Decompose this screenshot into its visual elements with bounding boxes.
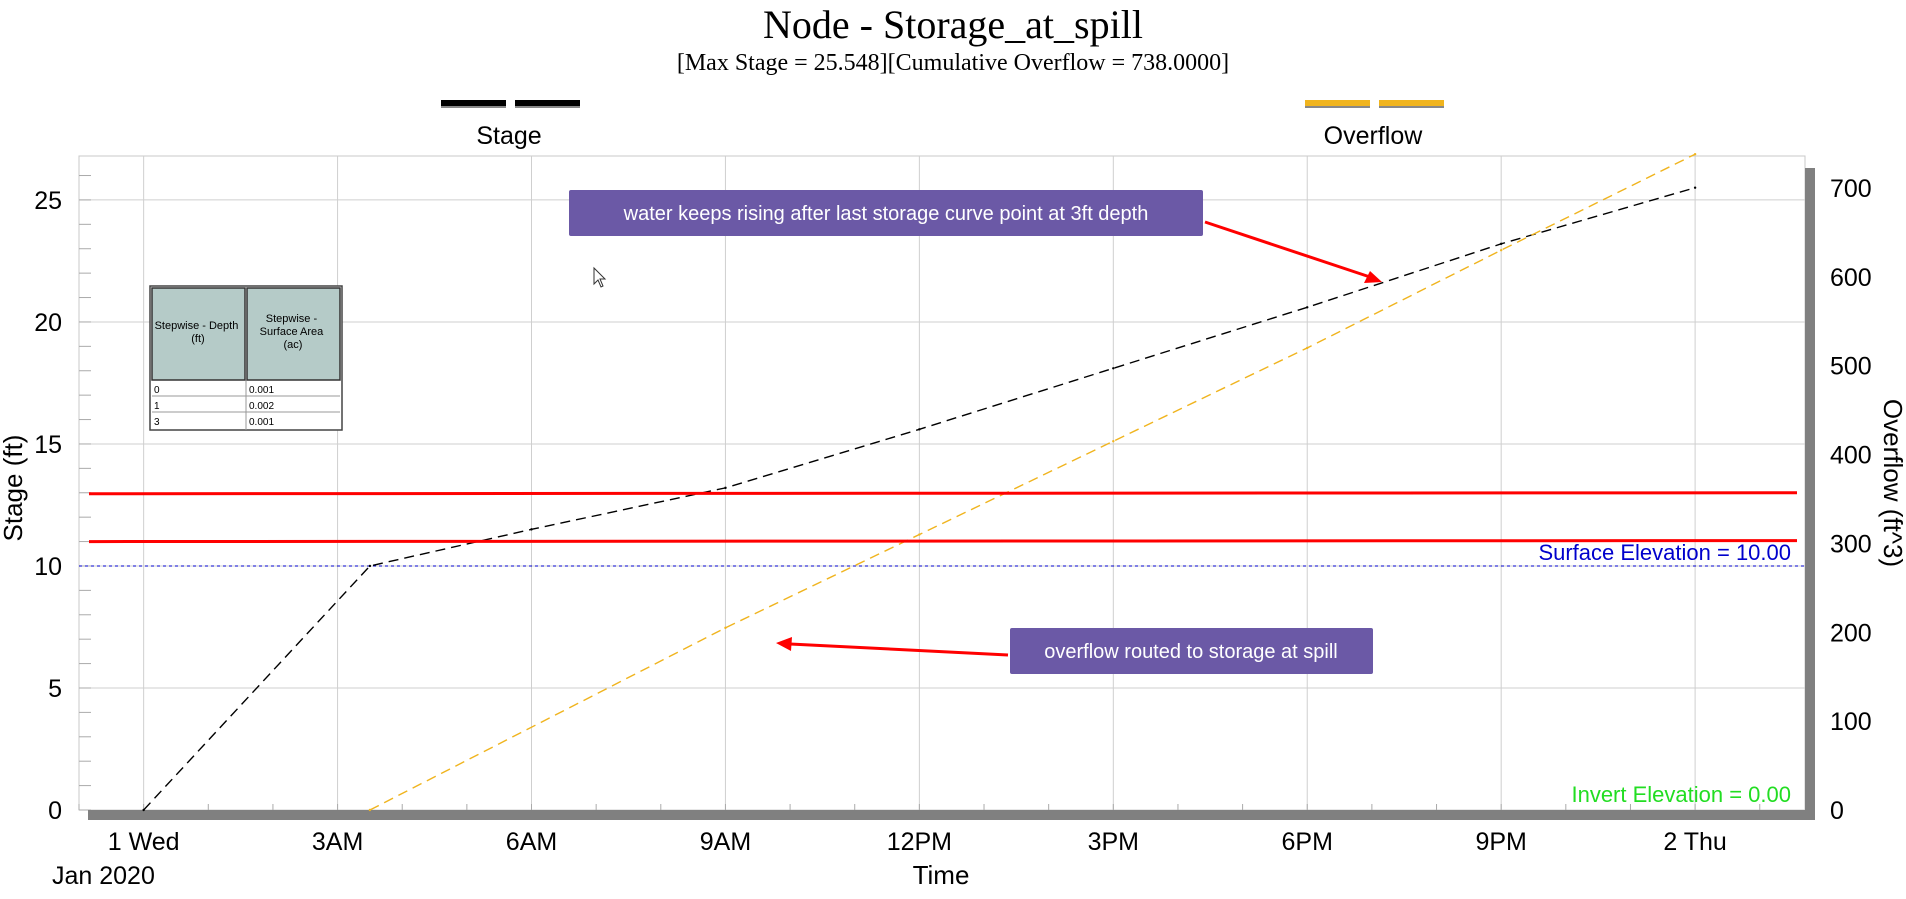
x-tick-label: 12PM: [887, 828, 952, 856]
y-tick-label: 0: [48, 797, 62, 825]
annotation-arrow-overflow: [776, 637, 1009, 657]
y2-tick-label: 400: [1830, 442, 1872, 470]
table-header-depth-line2: (ft): [191, 333, 204, 345]
plot-area: [78, 155, 1806, 811]
y2-axis-ticks: 0 100 200 300 400 500 600 700: [1830, 175, 1872, 825]
table-header-area-line3: (ac): [284, 339, 303, 351]
y-tick-label: 10: [34, 553, 62, 581]
chart-title: Node - Storage_at_spill: [763, 2, 1143, 47]
y-tick-label: 25: [34, 187, 62, 215]
table-header-area-line2: Surface Area: [260, 326, 324, 338]
invert-elevation-label: Invert Elevation = 0.00: [1571, 782, 1791, 807]
x-tick-label: 6AM: [506, 828, 557, 856]
table-header-depth: [151, 287, 246, 381]
svg-text:Stepwise - Depth (ft): Stepwise - Depth (ft): [155, 320, 242, 345]
stage-point: [1112, 367, 1115, 370]
stage-point: [1693, 186, 1697, 189]
annotation-rising: water keeps rising after last storage cu…: [569, 190, 1203, 236]
y2-axis-bar: [1805, 168, 1815, 820]
y2-tick-label: 600: [1830, 264, 1872, 292]
y-axis-ticks: 0 5 10 15 20 25: [34, 187, 62, 825]
x-tick-label: 2 Thu: [1663, 828, 1726, 856]
storage-curve-table: Stepwise - Depth (ft) Stepwise - Surface…: [149, 285, 343, 431]
annotation-overflow-box: [1010, 628, 1373, 674]
stage-point: [368, 564, 372, 568]
x-tick-label: 6PM: [1282, 828, 1333, 856]
table-row-0-area: 0.001: [249, 385, 274, 396]
stage-point: [1306, 306, 1309, 309]
svg-text:Stepwise - Surface Area: Stepwise - Surface Area (ac): [260, 313, 327, 351]
x-tick-label: 9AM: [700, 828, 751, 856]
legend-stage-label: Stage: [476, 122, 541, 150]
x-tick-label: 3AM: [312, 828, 363, 856]
legend-overflow: Overflow: [1305, 100, 1444, 150]
red-annotation-line-lower: [88, 539, 1798, 544]
table-row-1-area: 0.002: [249, 401, 274, 412]
overflow-point: [368, 808, 372, 812]
legend-overflow-swatch-1: [1305, 100, 1370, 107]
y2-tick-label: 0: [1830, 797, 1844, 825]
table-row-1-depth: 1: [154, 401, 160, 412]
x-tick-label: 3PM: [1088, 828, 1139, 856]
x-axis-title: Time: [913, 860, 970, 890]
stage-points: [142, 186, 1697, 812]
table-header-area-line1: Stepwise -: [266, 313, 318, 325]
y2-axis-title: Overflow (ft^3): [1878, 399, 1906, 567]
y-axis-title: Stage (ft): [0, 435, 28, 542]
x-tick-label: 9PM: [1475, 828, 1526, 856]
chart-subtitle: [Max Stage = 25.548][Cumulative Overflow…: [677, 50, 1229, 76]
stage-point: [142, 808, 145, 812]
overflow-point: [1693, 153, 1697, 156]
legend-stage: Stage: [441, 100, 580, 150]
y-tick-label: 20: [34, 309, 62, 337]
legend-stage-swatch-2: [515, 100, 580, 107]
y2-tick-label: 100: [1830, 708, 1872, 736]
legend-overflow-swatch-2: [1379, 100, 1444, 107]
mouse-pointer-icon: [593, 266, 607, 288]
stage-point: [918, 428, 921, 431]
table-row-0-depth: 0: [154, 385, 160, 396]
annotation-overflow: overflow routed to storage at spill: [1010, 628, 1373, 674]
stage-point: [1499, 242, 1503, 246]
y2-tick-label: 700: [1830, 175, 1872, 203]
overflow-point: [1499, 248, 1503, 252]
y2-tick-label: 300: [1830, 530, 1872, 558]
annotation-overflow-text: overflow routed to storage at spill: [1044, 641, 1338, 663]
annotation-arrow-rising: [1204, 220, 1382, 283]
legend-overflow-label: Overflow: [1324, 122, 1424, 150]
x-axis-sublabel: Jan 2020: [52, 862, 155, 890]
table-row-2-depth: 3: [154, 417, 160, 428]
overflow-point: [1112, 440, 1115, 443]
legend-stage-swatch-1: [441, 100, 506, 107]
overflow-points: [368, 153, 1697, 812]
stage-point: [724, 486, 727, 490]
table-header-area: [246, 287, 341, 381]
annotation-rising-box: [569, 190, 1203, 236]
overflow-point: [724, 626, 727, 630]
overflow-point: [1306, 346, 1309, 350]
y2-tick-label: 500: [1830, 353, 1872, 381]
x-tick-label: 1 Wed: [108, 828, 180, 856]
x-axis-bar: [88, 810, 1814, 820]
y-tick-label: 15: [34, 431, 62, 459]
y2-tick-label: 200: [1830, 619, 1872, 647]
table-row-2-area: 0.001: [249, 417, 274, 428]
table-header-depth-line1: Stepwise - Depth: [155, 320, 239, 332]
x-axis-ticks: 1 Wed 3AM 6AM 9AM 12PM 3PM 6PM 9PM 2 Thu: [108, 828, 1727, 856]
red-annotation-line-upper: [88, 491, 1798, 496]
stage-point: [530, 528, 533, 531]
overflow-point: [918, 533, 921, 536]
y-tick-label: 5: [48, 675, 62, 703]
annotation-rising-text: water keeps rising after last storage cu…: [623, 203, 1149, 225]
surface-elevation-label: Surface Elevation = 10.00: [1538, 540, 1791, 565]
